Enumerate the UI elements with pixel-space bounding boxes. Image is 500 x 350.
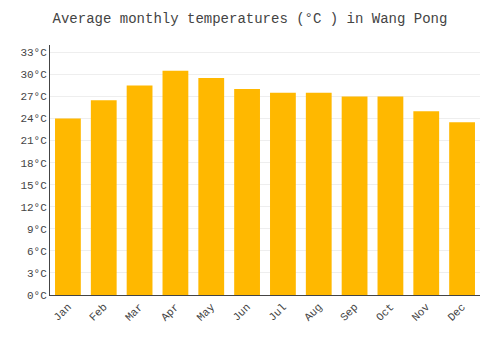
- svg-text:Aug: Aug: [302, 301, 324, 323]
- svg-text:3°C: 3°C: [27, 268, 47, 280]
- svg-text:Apr: Apr: [159, 301, 181, 323]
- svg-text:30°C: 30°C: [20, 69, 47, 81]
- svg-text:May: May: [195, 301, 218, 324]
- svg-text:Jul: Jul: [266, 301, 288, 323]
- svg-text:15°C: 15°C: [20, 180, 47, 192]
- svg-text:Oct: Oct: [374, 301, 396, 323]
- svg-text:9°C: 9°C: [27, 224, 47, 236]
- svg-text:33°C: 33°C: [20, 47, 47, 59]
- svg-text:21°C: 21°C: [20, 135, 47, 147]
- svg-text:Mar: Mar: [123, 301, 145, 323]
- svg-text:24°C: 24°C: [20, 113, 47, 125]
- svg-text:27°C: 27°C: [20, 91, 47, 103]
- svg-text:Jan: Jan: [51, 301, 73, 323]
- svg-text:0°C: 0°C: [27, 290, 47, 302]
- svg-text:6°C: 6°C: [27, 246, 47, 258]
- svg-text:12°C: 12°C: [20, 202, 47, 214]
- svg-text:Average monthly temperatures (: Average monthly temperatures (°C ) in Wa…: [53, 11, 448, 27]
- svg-text:Feb: Feb: [87, 301, 109, 323]
- svg-text:Jun: Jun: [231, 301, 253, 323]
- svg-text:Sep: Sep: [338, 301, 360, 323]
- svg-text:18°C: 18°C: [20, 158, 47, 170]
- svg-text:Dec: Dec: [446, 301, 468, 323]
- svg-text:Nov: Nov: [410, 301, 433, 324]
